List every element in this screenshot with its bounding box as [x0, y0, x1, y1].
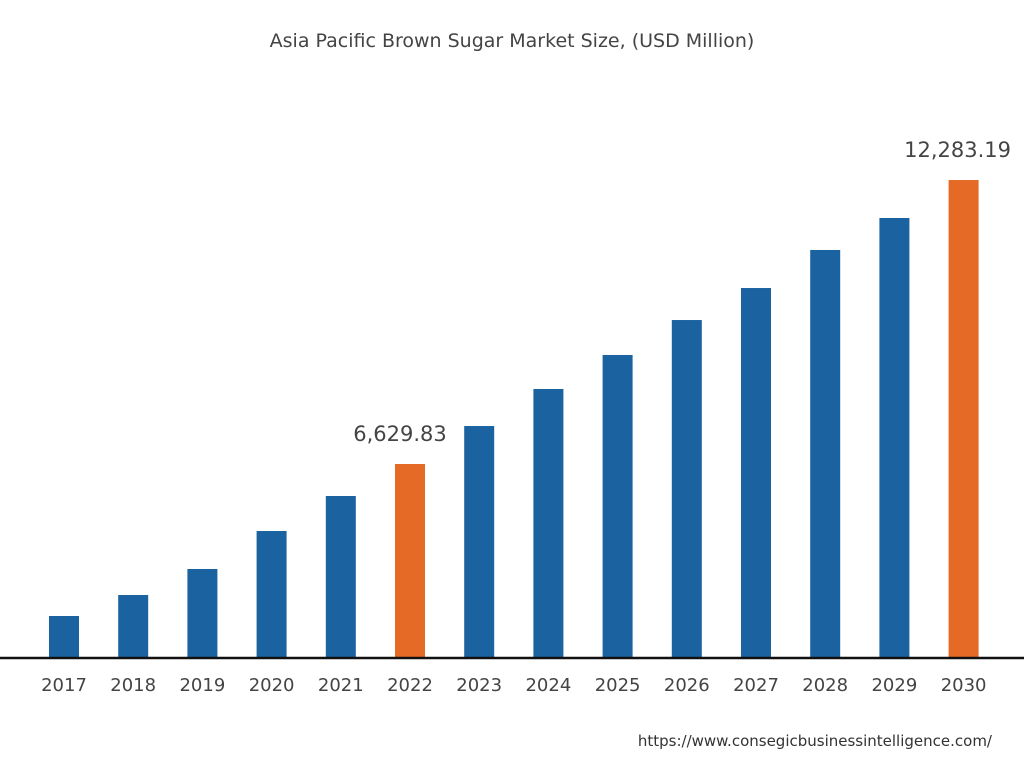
- bar-2025: [602, 354, 633, 658]
- x-tick-label-2027: 2027: [733, 675, 779, 696]
- x-tick-label-2023: 2023: [456, 675, 502, 696]
- x-tick-label-2017: 2017: [41, 675, 87, 696]
- x-tick-label-2021: 2021: [318, 675, 364, 696]
- bar-2019: [187, 568, 218, 658]
- bar-2029: [879, 217, 910, 658]
- x-tick-label-2020: 2020: [249, 675, 295, 696]
- x-tick-label-2029: 2029: [871, 675, 917, 696]
- x-tick-label-2026: 2026: [664, 675, 710, 696]
- source-url[interactable]: https://www.consegicbusinessintelligence…: [637, 732, 992, 750]
- bar-2018: [118, 595, 149, 658]
- bar-2028: [810, 249, 841, 659]
- data-label-2030: 12,283.19: [904, 138, 1011, 162]
- bar-2024: [533, 388, 564, 658]
- bar-2021: [325, 495, 356, 658]
- x-tick-label-2030: 2030: [941, 675, 987, 696]
- bar-2020: [256, 531, 287, 658]
- x-tick-label-2022: 2022: [387, 675, 433, 696]
- data-label-2022: 6,629.83: [353, 422, 447, 446]
- x-tick-label-2025: 2025: [595, 675, 641, 696]
- bar-2027: [741, 288, 771, 658]
- x-tick-label-2019: 2019: [179, 675, 225, 696]
- bar-2026: [671, 320, 702, 658]
- x-tick-label-2018: 2018: [110, 675, 156, 696]
- x-tick-label-2024: 2024: [525, 675, 571, 696]
- bar-2030: [948, 180, 979, 659]
- chart-title: Asia Pacific Brown Sugar Market Size, (U…: [269, 30, 755, 52]
- bar-2022: [395, 464, 425, 658]
- bar-2023: [464, 426, 495, 658]
- bar-2017: [49, 616, 79, 658]
- x-tick-label-2028: 2028: [802, 675, 848, 696]
